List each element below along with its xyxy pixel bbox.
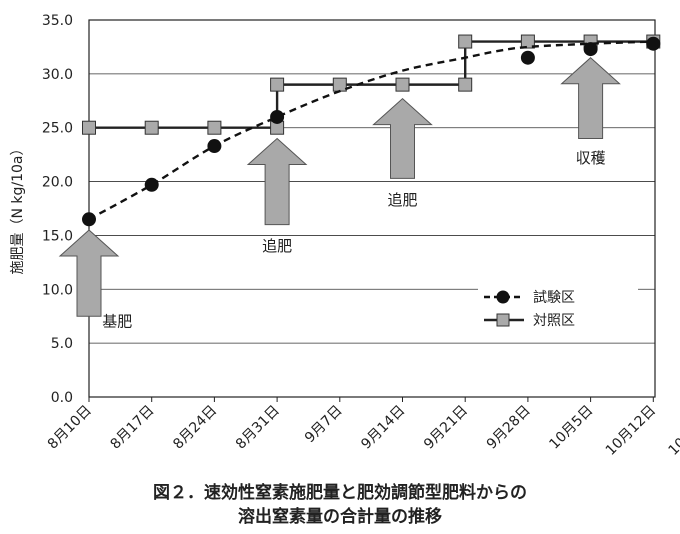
legend-label-control: 対照区 <box>533 313 575 329</box>
y-axis-ticks: 0.0 5.0 10.0 15.0 20.0 25.0 30.0 35.0 <box>42 13 73 406</box>
control-point <box>270 77 285 92</box>
control-point <box>520 34 535 49</box>
x-tick-label: 9月7日 <box>302 403 346 447</box>
x-tick-label: 8月24日 <box>170 403 220 453</box>
caption-line-1: 図２．速効性窒素施肥量と肥効調節型肥料からの <box>153 483 527 503</box>
annotation-label: 追肥 <box>262 237 292 255</box>
annotation-label: 収穫 <box>576 149 606 167</box>
x-tick-label: 8月17日 <box>108 403 158 453</box>
y-tick-label: 35.0 <box>42 13 73 29</box>
control-point <box>458 77 473 92</box>
test-line <box>88 40 654 221</box>
test-point <box>144 177 159 192</box>
y-tick-label: 15.0 <box>42 228 73 244</box>
control-point <box>82 120 96 135</box>
y-tick-label: 30.0 <box>42 67 73 83</box>
series-control <box>82 34 661 135</box>
x-tick-label: 10月5日 <box>546 403 596 453</box>
fertilizer-chart: 0.0 5.0 10.0 15.0 20.0 25.0 30.0 35.0 8月10日 8月17… <box>10 13 680 459</box>
control-point <box>332 77 347 92</box>
annotation-arrow <box>58 229 120 317</box>
test-point <box>646 36 661 51</box>
caption-line-2: 溶出窒素量の合計量の推移 <box>238 507 442 527</box>
control-line <box>89 40 654 129</box>
legend-marker-control <box>496 313 510 327</box>
annotation-label: 追肥 <box>387 191 417 209</box>
test-point <box>270 109 285 124</box>
annotation-arrow <box>560 57 621 139</box>
plot-frame <box>88 19 656 398</box>
test-point <box>82 212 96 227</box>
y-tick-label: 0.0 <box>51 390 73 406</box>
y-tick-label: 25.0 <box>42 121 73 137</box>
annotation-arrow <box>372 97 433 179</box>
legend: 試験区 対照区 <box>478 281 638 337</box>
y-tick-label: 5.0 <box>51 336 73 352</box>
x-tick-label: 8月10日 <box>45 403 95 453</box>
control-point <box>458 34 473 49</box>
test-point <box>520 50 535 65</box>
control-point <box>207 120 222 135</box>
legend-marker-test <box>496 290 510 304</box>
series-test <box>82 36 661 227</box>
annotation-arrow <box>246 137 308 226</box>
y-tick-label: 10.0 <box>42 282 73 298</box>
x-tick-label: 9月28日 <box>484 403 534 453</box>
annotation-label: 基肥 <box>102 313 132 331</box>
x-tick-label: 9月21日 <box>421 403 471 453</box>
x-tick-label: 8月31日 <box>233 403 283 453</box>
control-point <box>395 77 410 92</box>
x-tick-label: 10月19日 <box>666 403 680 459</box>
y-axis-label: 施肥量（N kg/10a） <box>10 141 26 274</box>
x-tick-label: 9月14日 <box>358 403 408 453</box>
x-tick-label: 10月12日 <box>603 403 659 459</box>
test-point <box>583 42 598 57</box>
x-axis-ticks: 8月10日 8月17日 8月24日 8月31日 9月7日 9月14日 9月21日 9月28日 1… <box>45 397 680 459</box>
test-point <box>207 139 222 154</box>
control-point <box>144 120 159 135</box>
legend-label-test: 試験区 <box>533 290 575 306</box>
y-tick-label: 20.0 <box>42 175 73 191</box>
